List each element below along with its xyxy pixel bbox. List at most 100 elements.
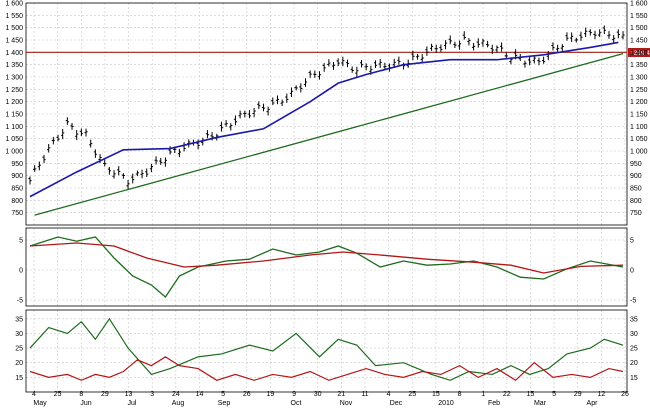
- price-tick-left: 1 450: [5, 38, 23, 45]
- price-bar: [182, 142, 186, 152]
- price-bar: [224, 120, 228, 127]
- price-bar: [598, 29, 602, 38]
- price-tick-left: 1 550: [5, 13, 23, 20]
- grid-lines: [26, 2, 627, 392]
- price-tick-left: 1 200: [5, 99, 23, 106]
- price-bar: [542, 56, 546, 64]
- price-tick-right: 1 500: [630, 25, 648, 32]
- price-bar: [229, 123, 233, 131]
- adx-tick-left: 15: [15, 375, 23, 382]
- price-bar: [364, 63, 368, 71]
- price-bar: [574, 37, 578, 43]
- price-bar: [551, 42, 555, 51]
- price-tick-left: 1 600: [5, 1, 23, 8]
- x-tick-label: 11: [361, 391, 368, 398]
- x-tick-label: 25: [54, 391, 62, 398]
- price-bar: [51, 136, 55, 145]
- price-panel: 1399.4: [26, 25, 650, 216]
- x-tick-label: 22: [503, 391, 511, 398]
- osc-tick-right: 5: [630, 238, 634, 245]
- x-tick-label: 9: [292, 391, 296, 398]
- price-bar: [61, 129, 65, 140]
- panel-frame: [25, 227, 628, 307]
- price-bar: [616, 29, 620, 39]
- price-bar: [317, 71, 322, 80]
- price-bar: [485, 40, 490, 48]
- adx-tick-left: 35: [15, 316, 23, 323]
- price-bar: [378, 58, 382, 68]
- adx-tick-right: 30: [630, 331, 638, 338]
- price-tick-right: 1 600: [630, 1, 648, 8]
- price-bar: [266, 106, 270, 116]
- price-tick-left: 900: [11, 173, 23, 180]
- price-bar: [331, 61, 336, 70]
- price-bar: [135, 170, 139, 177]
- price-bar: [373, 60, 378, 68]
- x-tick-label: 12: [597, 391, 605, 398]
- price-bar: [523, 60, 527, 68]
- price-tick-right: 900: [630, 173, 642, 180]
- price-bar: [163, 157, 168, 167]
- month-label: Oct: [291, 400, 302, 407]
- x-tick-label: 13: [125, 391, 133, 398]
- price-bar: [327, 59, 331, 67]
- price-bar: [420, 54, 424, 63]
- price-bar: [313, 70, 317, 78]
- price-bar: [65, 117, 69, 125]
- price-bar: [579, 31, 583, 41]
- x-tick-label: 8: [458, 391, 462, 398]
- price-bar: [584, 27, 588, 38]
- price-bar: [499, 42, 504, 52]
- price-tick-left: 1 500: [5, 25, 23, 32]
- price-bar: [443, 40, 448, 50]
- x-tick-label: 14: [196, 391, 204, 398]
- price-bar: [593, 30, 597, 40]
- price-bar: [285, 93, 289, 103]
- month-label: Nov: [340, 400, 353, 407]
- moving-average-line: [29, 41, 619, 198]
- price-tick-left: 1 350: [5, 62, 23, 69]
- panel-frame: [25, 2, 628, 226]
- price-bar: [341, 56, 345, 67]
- price-bar: [56, 134, 60, 142]
- price-bar: [257, 101, 261, 109]
- price-bar: [233, 115, 238, 126]
- price-tick-right: 1 350: [630, 62, 648, 69]
- price-bar: [602, 25, 606, 35]
- adx-tick-right: 15: [630, 375, 638, 382]
- x-tick-label: 25: [408, 391, 416, 398]
- adx-tick-left: 20: [15, 360, 23, 367]
- price-bar: [149, 163, 154, 173]
- price-bar: [453, 41, 457, 48]
- month-label: Dec: [390, 400, 403, 407]
- price-bar: [205, 130, 210, 139]
- price-tick-right: 950: [630, 161, 642, 168]
- price-bar: [219, 121, 224, 132]
- x-tick-label: 3: [150, 391, 154, 398]
- x-tick-label: 8: [79, 391, 83, 398]
- x-tick-label: 5: [552, 391, 556, 398]
- price-bar: [397, 56, 401, 65]
- month-label: Feb: [488, 400, 500, 407]
- price-tick-right: 1 050: [630, 136, 648, 143]
- adx-panel: [29, 317, 624, 382]
- price-bar: [439, 44, 443, 52]
- price-bar: [238, 110, 242, 119]
- price-tag-label: 1399.4: [630, 50, 650, 57]
- price-bar: [322, 63, 326, 72]
- price-bar: [89, 139, 93, 148]
- month-label: Jul: [128, 400, 137, 407]
- price-bar: [247, 110, 252, 119]
- x-tick-label: 15: [432, 391, 440, 398]
- price-bar: [359, 59, 364, 68]
- price-bar: [476, 38, 480, 48]
- month-label: Jun: [80, 400, 91, 407]
- price-tick-right: 800: [630, 198, 642, 205]
- adx-low-line: [29, 356, 624, 382]
- adx-tick-right: 25: [630, 346, 638, 353]
- month-label: Sep: [218, 400, 231, 407]
- price-bar: [415, 53, 420, 60]
- price-tick-left: 1 050: [5, 136, 23, 143]
- price-bar: [280, 99, 284, 107]
